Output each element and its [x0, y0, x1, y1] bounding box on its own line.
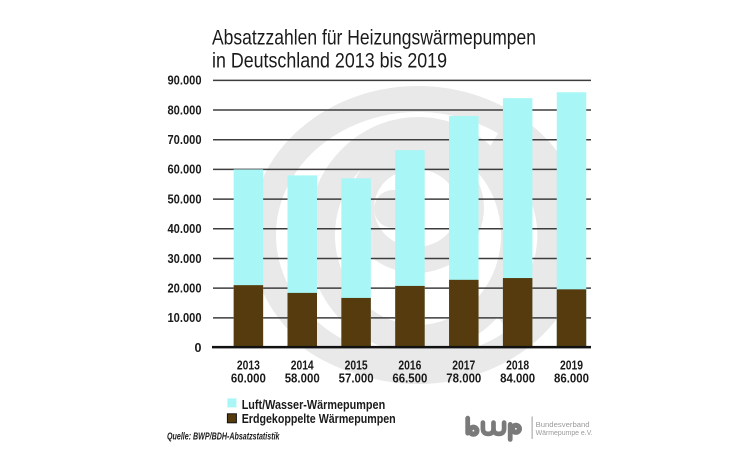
- svg-text:Quelle: BWP/BDH-Absatzstatisti: Quelle: BWP/BDH-Absatzstatistik: [167, 432, 280, 443]
- svg-text:Bundesverband: Bundesverband: [536, 420, 590, 429]
- svg-text:60.000: 60.000: [231, 371, 266, 385]
- svg-text:2018: 2018: [506, 359, 529, 373]
- svg-text:66.500: 66.500: [392, 371, 427, 385]
- svg-text:Erdgekoppelte Wärmepumpen: Erdgekoppelte Wärmepumpen: [242, 411, 396, 426]
- svg-text:90.000: 90.000: [168, 74, 202, 88]
- svg-text:2013: 2013: [237, 359, 260, 373]
- svg-text:0: 0: [195, 341, 202, 355]
- svg-text:Luft/Wasser-Wärmepumpen: Luft/Wasser-Wärmepumpen: [242, 397, 386, 412]
- svg-text:58.000: 58.000: [285, 371, 320, 385]
- svg-text:57.000: 57.000: [339, 371, 374, 385]
- svg-text:60.000: 60.000: [168, 163, 202, 177]
- svg-text:70.000: 70.000: [168, 133, 202, 147]
- svg-text:86.000: 86.000: [554, 371, 589, 385]
- svg-text:84.000: 84.000: [500, 371, 535, 385]
- svg-text:10.000: 10.000: [168, 311, 202, 325]
- svg-text:2017: 2017: [452, 359, 475, 373]
- svg-text:50.000: 50.000: [168, 192, 202, 206]
- svg-text:30.000: 30.000: [168, 252, 202, 266]
- svg-text:Absatzzahlen für Heizungswärme: Absatzzahlen für Heizungswärmepumpen: [212, 26, 536, 50]
- svg-text:2016: 2016: [398, 359, 421, 373]
- svg-text:2014: 2014: [291, 359, 314, 373]
- svg-text:2015: 2015: [345, 359, 368, 373]
- svg-text:20.000: 20.000: [168, 281, 202, 295]
- svg-text:2019: 2019: [560, 359, 583, 373]
- svg-text:in Deutschland 2013 bis 2019: in Deutschland 2013 bis 2019: [212, 49, 447, 73]
- svg-text:78.000: 78.000: [446, 371, 481, 385]
- svg-text:80.000: 80.000: [168, 103, 202, 117]
- svg-text:40.000: 40.000: [168, 222, 202, 236]
- svg-text:Wärmepumpe e.V.: Wärmepumpe e.V.: [536, 428, 593, 437]
